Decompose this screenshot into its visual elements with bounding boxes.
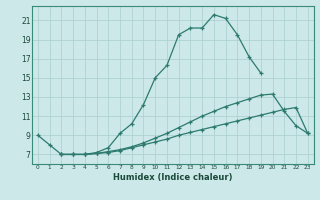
X-axis label: Humidex (Indice chaleur): Humidex (Indice chaleur) [113, 173, 233, 182]
